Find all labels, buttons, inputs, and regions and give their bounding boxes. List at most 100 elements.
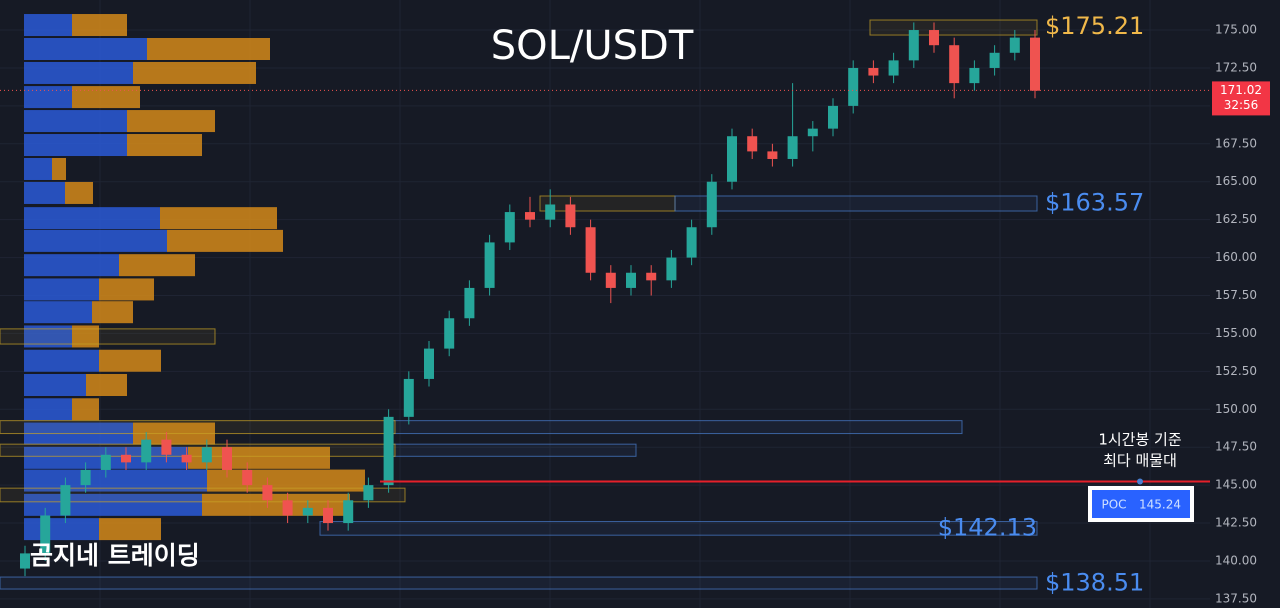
profile-buy-bar — [24, 398, 72, 421]
candle-body — [40, 515, 51, 554]
candle-body — [888, 60, 899, 76]
candle-body — [464, 287, 475, 319]
candle-body — [908, 30, 919, 61]
candle-body — [605, 272, 616, 288]
candle-body — [848, 67, 859, 106]
profile-buy-bar — [24, 37, 147, 60]
y-tick-label: 167.50 — [1215, 136, 1257, 150]
candle-body — [141, 439, 152, 463]
profile-buy-bar — [24, 207, 160, 230]
candle-body — [222, 447, 232, 470]
candle-body — [787, 136, 798, 159]
candle-body — [626, 272, 636, 288]
candle-body — [242, 469, 253, 486]
watermark: 곰지네 트레이딩 — [30, 541, 200, 570]
profile-sell-bar — [167, 229, 283, 252]
zone — [0, 576, 1038, 590]
last-price-tag — [1212, 81, 1270, 116]
candle-body — [969, 67, 980, 84]
candle-body — [767, 151, 778, 159]
candle-body — [262, 485, 273, 501]
y-tick-label: 147.50 — [1215, 440, 1257, 454]
profile-sell-bar — [147, 37, 270, 60]
profile-buy-bar — [24, 254, 119, 277]
candle-body — [747, 136, 758, 152]
candle-body — [585, 227, 596, 273]
profile-sell-bar — [127, 134, 202, 157]
poc-value: 145.24 — [1139, 498, 1181, 512]
profile-buy-bar — [24, 278, 99, 301]
profile-buy-bar — [24, 374, 86, 397]
poc-note: 1시간봉 기준 — [1098, 431, 1182, 449]
profile-sell-bar — [99, 349, 161, 372]
candle-body — [80, 469, 91, 486]
zone — [384, 420, 963, 435]
profile-buy-bar — [24, 86, 72, 109]
y-tick-label: 142.50 — [1215, 516, 1257, 530]
y-tick-label: 175.00 — [1215, 23, 1257, 37]
y-tick-label: 160.00 — [1215, 250, 1257, 264]
candle-body — [929, 30, 939, 46]
profile-sell-bar — [65, 181, 93, 204]
profile-sell-bar — [99, 278, 154, 301]
candle-body — [161, 439, 172, 455]
candle-body — [363, 485, 374, 501]
candle-body — [181, 454, 192, 463]
profile-sell-bar — [133, 61, 256, 84]
profile-buy-bar — [24, 61, 133, 84]
candle-body — [646, 272, 657, 281]
candle-body — [525, 212, 535, 220]
profile-buy-bar — [24, 325, 72, 348]
candle-body — [807, 128, 818, 137]
profile-buy-bar — [24, 14, 72, 37]
candle-body — [828, 105, 838, 129]
profile-sell-bar — [72, 86, 140, 109]
y-tick-label: 152.50 — [1215, 364, 1257, 378]
y-tick-label: 145.00 — [1215, 478, 1257, 492]
profile-sell-bar — [99, 518, 161, 541]
candle-body — [121, 454, 131, 463]
profile-buy-bar — [24, 181, 65, 204]
candle-body — [484, 242, 495, 288]
profile-sell-bar — [119, 254, 195, 277]
candle-body — [343, 500, 354, 524]
countdown: 32:56 — [1224, 98, 1259, 112]
candle-body — [403, 378, 414, 417]
candle-body — [565, 204, 576, 228]
chart-title: SOL/USDT — [491, 23, 694, 69]
profile-buy-bar — [24, 518, 99, 541]
profile-buy-bar — [24, 134, 127, 157]
candle-body — [383, 416, 394, 486]
y-tick-label: 165.00 — [1215, 174, 1257, 188]
zone — [0, 420, 396, 435]
profile-sell-bar — [127, 110, 215, 133]
candle-body — [20, 553, 30, 569]
candle-body — [444, 318, 455, 349]
candle-body — [60, 485, 71, 516]
profile-sell-bar — [72, 398, 99, 421]
level-label: $175.21 — [1045, 12, 1144, 40]
y-tick-label: 162.50 — [1215, 212, 1257, 226]
candle-body — [989, 52, 1000, 68]
profile-sell-bar — [160, 207, 277, 230]
level-label: $142.13 — [938, 514, 1037, 542]
zone — [0, 328, 216, 345]
zone — [674, 195, 1038, 212]
poc-name: POC — [1101, 498, 1126, 512]
profile-buy-bar — [24, 110, 127, 133]
candle-body — [545, 204, 556, 220]
y-tick-label: 155.00 — [1215, 326, 1257, 340]
zone — [0, 443, 396, 457]
zone — [869, 19, 1038, 36]
y-tick-label: 140.00 — [1215, 553, 1257, 567]
candle-body — [1030, 37, 1040, 91]
candle-body — [1009, 37, 1020, 53]
profile-sell-bar — [92, 301, 133, 324]
candle-body — [201, 447, 212, 463]
level-label: $163.57 — [1045, 188, 1144, 216]
profile-buy-bar — [24, 229, 167, 252]
y-tick-label: 150.00 — [1215, 402, 1257, 416]
zone — [319, 521, 1038, 536]
last-price-label: 171.02 — [1220, 83, 1262, 97]
